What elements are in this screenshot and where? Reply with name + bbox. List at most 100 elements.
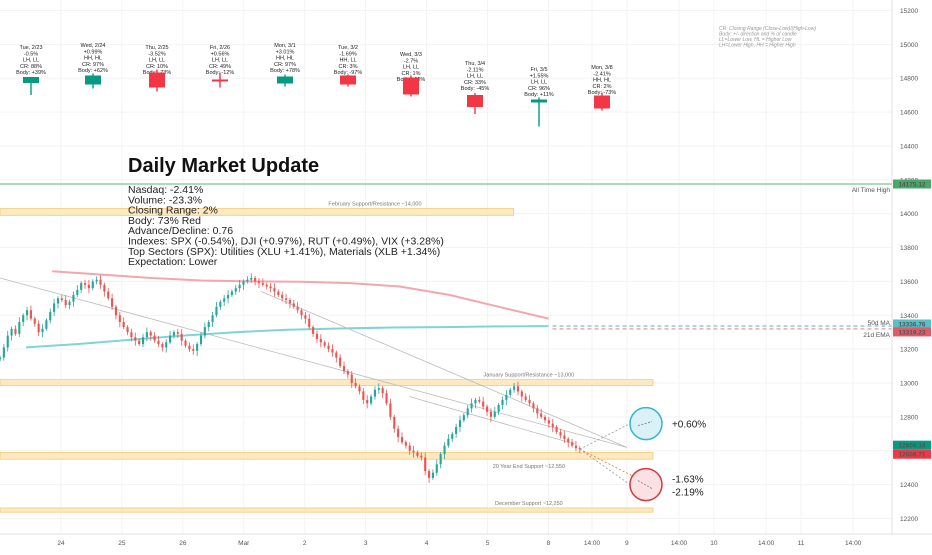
intraday-candle: [76, 285, 79, 297]
intraday-candle: [199, 332, 203, 347]
daily-candle-stat: CR: 2%: [593, 84, 612, 90]
candle-body: [157, 340, 160, 345]
candle-body: [578, 448, 581, 450]
candle-body: [412, 450, 415, 453]
daily-candle-stat: Body: +39%: [16, 70, 46, 76]
candle-body: [2, 347, 5, 358]
candle-body: [435, 464, 438, 473]
daily-candle-body: [467, 95, 483, 107]
candle-body: [141, 337, 145, 345]
intraday-candle: [223, 294, 226, 306]
candle-body: [45, 320, 48, 329]
candle-body: [242, 281, 245, 285]
daily-candle-stat: Body: +11%: [524, 92, 554, 98]
daily-candle-body: [149, 72, 165, 88]
daily-candle-stat: Thu, 3/4: [465, 61, 485, 67]
candle-body: [304, 315, 307, 319]
candle-body: [60, 298, 63, 301]
candle-body: [540, 413, 543, 417]
price-axis[interactable]: 1520015000148001460014400142001400013800…: [891, 0, 931, 534]
candle-body: [219, 301, 222, 307]
daily-candle-body: [212, 79, 228, 82]
support-zone: [0, 507, 654, 513]
daily-candle-stat: Body: +62%: [78, 68, 108, 74]
candle-body: [80, 283, 83, 290]
intraday-candle: [219, 299, 222, 310]
intraday-candle: [103, 282, 106, 297]
candle-body: [91, 281, 94, 289]
candle-body: [37, 323, 40, 333]
intraday-candle: [478, 396, 481, 404]
candle-body: [29, 310, 32, 319]
candle-body: [126, 327, 129, 333]
stat-line: Top Sectors (SPX): Utilities (XLU +1.41%…: [128, 246, 440, 258]
candle-body: [393, 416, 396, 429]
candle-body: [404, 442, 407, 446]
daily-candle-stat: Tue, 3/2: [338, 45, 358, 51]
candle-body: [439, 454, 442, 465]
candle-body: [10, 328, 13, 336]
candle-body: [373, 389, 377, 397]
intraday-candle: [366, 395, 369, 409]
candle-body: [431, 472, 434, 478]
ma50-price-tag: 13336.76: [898, 321, 925, 328]
y-tick-label: 13200: [900, 347, 918, 354]
candle-body: [447, 438, 450, 446]
candle-body: [397, 428, 400, 438]
candle-body: [226, 294, 230, 299]
legend-line: Body: +/- direction and % of candle: [719, 32, 797, 38]
support-zone: [0, 452, 654, 460]
daily-candle-stat: Mon, 3/8: [591, 65, 612, 71]
candle-body: [269, 286, 272, 289]
candle-body: [389, 403, 392, 417]
intraday-candle: [408, 442, 411, 455]
candle-body: [524, 396, 527, 400]
candle-body: [6, 335, 9, 348]
intraday-candle: [427, 469, 431, 483]
x-tick-label: 14:00: [584, 540, 601, 547]
y-tick-label: 12800: [900, 414, 918, 421]
candle-body: [22, 315, 25, 323]
candle-body: [385, 393, 388, 404]
intraday-candle: [134, 332, 137, 346]
candle-body: [203, 327, 206, 336]
intraday-candle: [497, 402, 500, 415]
intraday-candle: [567, 436, 570, 448]
daily-candle-body: [277, 76, 293, 84]
intraday-candle: [192, 344, 195, 355]
stat-line: Volume: -23.3%: [128, 194, 202, 206]
intraday-candle: [339, 354, 342, 369]
candle-body: [366, 399, 369, 404]
candle-body: [308, 318, 311, 328]
candle-body: [184, 340, 187, 346]
intraday-candle: [203, 322, 206, 339]
ath-label: All Time High: [852, 187, 891, 194]
candle-body: [563, 435, 566, 439]
candle-body: [0, 357, 2, 360]
moving-averages: 50d MA 21d EMA: [26, 270, 892, 349]
candle-body: [420, 455, 423, 458]
projection-arrow: [637, 480, 653, 489]
candle-body: [462, 415, 465, 421]
intraday-candle: [424, 452, 427, 476]
intraday-candle: [226, 290, 230, 304]
intraday-candle: [161, 342, 164, 352]
candle-body: [335, 352, 338, 358]
daily-candle-stat: CR: 1%: [402, 71, 421, 77]
candle-body: [257, 281, 261, 284]
intraday-candle: [547, 416, 550, 428]
candle-body: [68, 301, 71, 306]
projection-path: [579, 423, 631, 450]
daily-candle-stat: -2.11%: [466, 67, 483, 73]
time-axis[interactable]: 24 25 26 Mar 2 3 4 5 8 14:00 9 14:00 10 14:00 11 14:00: [0, 533, 932, 547]
intraday-candle: [462, 413, 465, 423]
candle-body: [114, 306, 118, 316]
intraday-candle: [346, 369, 349, 379]
candle-body: [165, 342, 168, 348]
candle-body: [327, 345, 330, 350]
candle-body: [416, 452, 419, 456]
daily-candle-stat: Fri, 3/5: [530, 67, 547, 73]
candle-body: [489, 411, 492, 417]
intraday-candle: [551, 418, 554, 433]
